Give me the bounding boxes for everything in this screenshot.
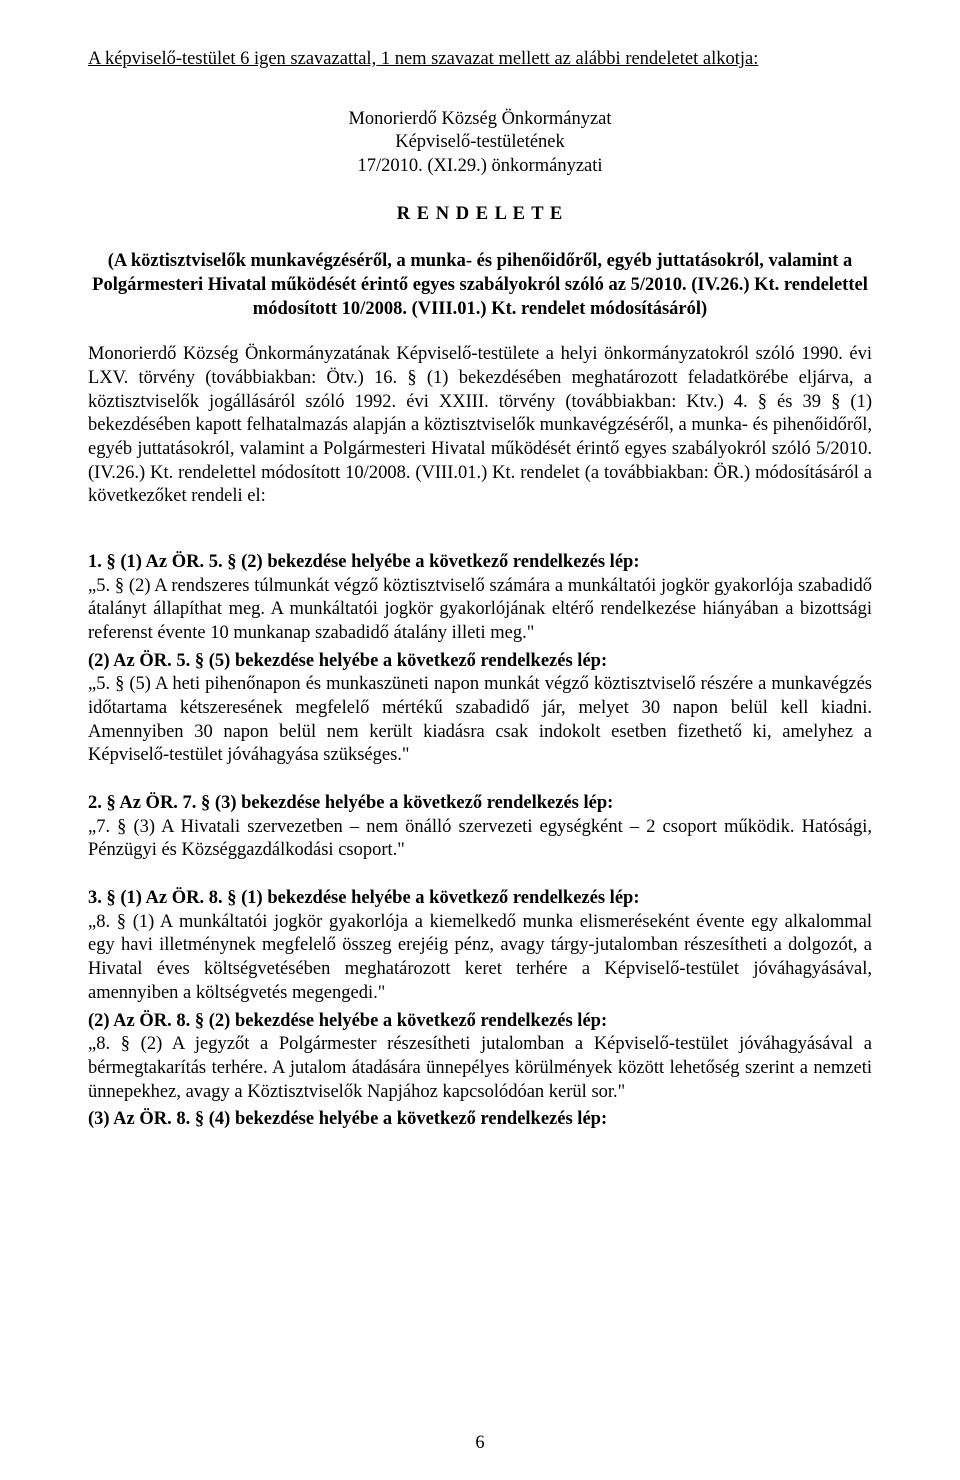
top-line: A képviselő-testület 6 igen szavazattal,… [88,48,872,72]
section-3-p1: „8. § (1) A munkáltatói jogkör gyakorlój… [88,911,872,1006]
title-line-2: Képviselő-testületének [88,131,872,155]
section-1-p2: „5. § (5) A heti pihenőnapon és munkaszü… [88,673,872,768]
section-3: 3. § (1) Az ÖR. 8. § (1) bekezdése helyé… [88,887,872,1132]
title-block: Monorierdő Község Önkormányzat Képviselő… [88,108,872,179]
section-3-p2: „8. § (2) A jegyzőt a Polgármester része… [88,1033,872,1104]
title-line-3: 17/2010. (XI.29.) önkormányzati [88,155,872,179]
page-number: 6 [0,1432,960,1456]
section-1-h2: (2) Az ÖR. 5. § (5) bekezdése helyébe a … [88,650,872,674]
section-2: 2. § Az ÖR. 7. § (3) bekezdése helyébe a… [88,792,872,863]
body-paragraph: Monorierdő Község Önkormányzatának Képvi… [88,343,872,509]
section-2-p1: „7. § (3) A Hivatali szervezetben – nem … [88,816,872,863]
section-1: 1. § (1) Az ÖR. 5. § (2) bekezdése helyé… [88,551,872,768]
section-3-h2: (2) Az ÖR. 8. § (2) bekezdése helyébe a … [88,1010,872,1034]
section-1-p1: „5. § (2) A rendszeres túlmunkát végző k… [88,575,872,646]
section-2-heading: 2. § Az ÖR. 7. § (3) bekezdése helyébe a… [88,792,872,816]
subtitle: (A köztisztviselők munkavégzéséről, a mu… [88,250,872,321]
title-line-1: Monorierdő Község Önkormányzat [88,108,872,132]
rendelet-heading: R E N D E L E T E [88,203,872,227]
section-3-h3: (3) Az ÖR. 8. § (4) bekezdése helyébe a … [88,1108,872,1132]
section-1-heading: 1. § (1) Az ÖR. 5. § (2) bekezdése helyé… [88,551,872,575]
section-3-heading: 3. § (1) Az ÖR. 8. § (1) bekezdése helyé… [88,887,872,911]
